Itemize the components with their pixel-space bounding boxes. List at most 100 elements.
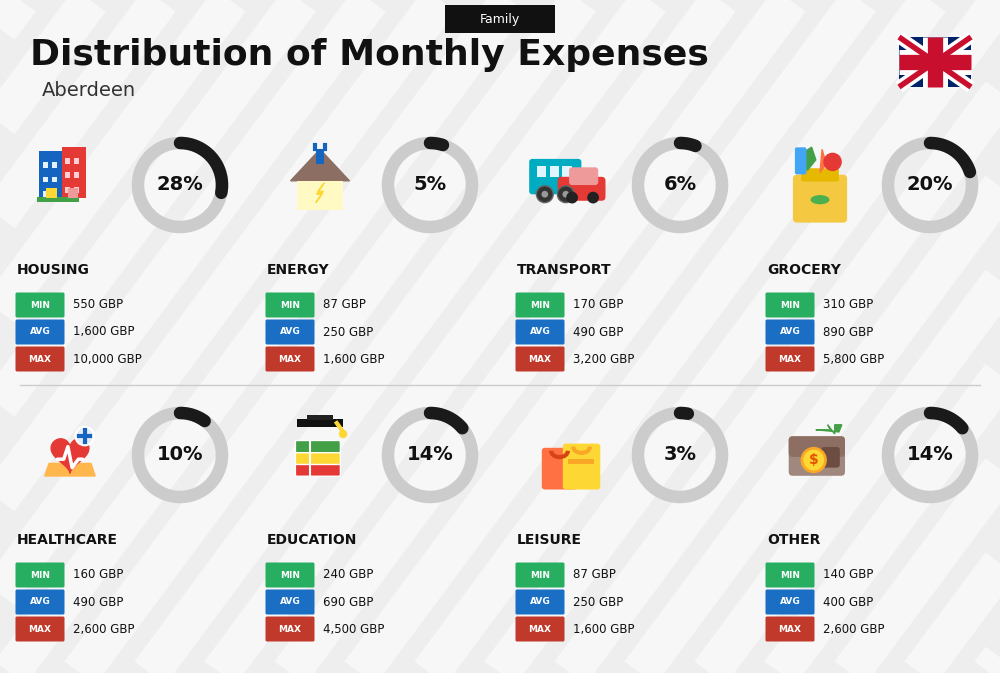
Text: ENERGY: ENERGY bbox=[267, 263, 330, 277]
Circle shape bbox=[562, 191, 569, 198]
Text: AVG: AVG bbox=[530, 328, 550, 336]
Text: Aberdeen: Aberdeen bbox=[42, 81, 136, 100]
Text: 400 GBP: 400 GBP bbox=[823, 596, 873, 608]
FancyBboxPatch shape bbox=[43, 191, 48, 197]
Circle shape bbox=[566, 192, 578, 203]
FancyBboxPatch shape bbox=[16, 590, 64, 614]
FancyBboxPatch shape bbox=[537, 166, 546, 176]
Text: 550 GBP: 550 GBP bbox=[73, 299, 123, 312]
Text: GROCERY: GROCERY bbox=[767, 263, 841, 277]
FancyBboxPatch shape bbox=[62, 147, 86, 198]
Text: OTHER: OTHER bbox=[767, 533, 820, 547]
FancyBboxPatch shape bbox=[516, 293, 564, 318]
Text: 310 GBP: 310 GBP bbox=[823, 299, 873, 312]
Text: MIN: MIN bbox=[530, 301, 550, 310]
FancyBboxPatch shape bbox=[295, 464, 340, 476]
Text: 4,500 GBP: 4,500 GBP bbox=[323, 623, 384, 635]
Text: 5,800 GBP: 5,800 GBP bbox=[823, 353, 884, 365]
FancyBboxPatch shape bbox=[37, 197, 79, 202]
FancyBboxPatch shape bbox=[43, 162, 48, 168]
Circle shape bbox=[536, 186, 553, 203]
Polygon shape bbox=[45, 464, 95, 476]
Polygon shape bbox=[799, 147, 816, 170]
Polygon shape bbox=[820, 149, 826, 172]
FancyBboxPatch shape bbox=[789, 436, 845, 457]
Text: AVG: AVG bbox=[280, 328, 300, 336]
Text: 20%: 20% bbox=[907, 176, 953, 194]
Polygon shape bbox=[816, 425, 842, 434]
Circle shape bbox=[75, 427, 94, 446]
FancyBboxPatch shape bbox=[529, 159, 581, 194]
FancyBboxPatch shape bbox=[307, 415, 333, 420]
Text: 170 GBP: 170 GBP bbox=[573, 299, 623, 312]
Text: HEALTHCARE: HEALTHCARE bbox=[17, 533, 118, 547]
Text: MIN: MIN bbox=[280, 301, 300, 310]
FancyBboxPatch shape bbox=[297, 181, 343, 210]
FancyBboxPatch shape bbox=[793, 175, 847, 223]
FancyBboxPatch shape bbox=[65, 157, 70, 164]
Circle shape bbox=[823, 153, 842, 171]
FancyBboxPatch shape bbox=[266, 590, 314, 614]
FancyBboxPatch shape bbox=[568, 459, 594, 464]
Text: MAX: MAX bbox=[278, 625, 302, 633]
FancyBboxPatch shape bbox=[766, 590, 814, 614]
FancyBboxPatch shape bbox=[795, 147, 806, 174]
Text: MIN: MIN bbox=[780, 571, 800, 579]
FancyBboxPatch shape bbox=[563, 444, 600, 489]
FancyBboxPatch shape bbox=[65, 172, 70, 178]
FancyBboxPatch shape bbox=[297, 419, 343, 427]
Polygon shape bbox=[51, 439, 89, 473]
FancyBboxPatch shape bbox=[43, 176, 48, 182]
FancyBboxPatch shape bbox=[68, 188, 78, 198]
FancyBboxPatch shape bbox=[542, 448, 577, 489]
Text: 10%: 10% bbox=[157, 446, 203, 464]
FancyBboxPatch shape bbox=[74, 172, 79, 178]
Polygon shape bbox=[291, 149, 349, 181]
Text: 14%: 14% bbox=[407, 446, 453, 464]
FancyBboxPatch shape bbox=[65, 187, 70, 193]
Text: 250 GBP: 250 GBP bbox=[573, 596, 623, 608]
FancyBboxPatch shape bbox=[295, 452, 340, 464]
FancyBboxPatch shape bbox=[16, 563, 64, 588]
Text: 140 GBP: 140 GBP bbox=[823, 569, 873, 581]
FancyBboxPatch shape bbox=[295, 441, 340, 453]
Text: AVG: AVG bbox=[530, 598, 550, 606]
Text: TRANSPORT: TRANSPORT bbox=[517, 263, 612, 277]
FancyBboxPatch shape bbox=[766, 563, 814, 588]
Text: 28%: 28% bbox=[157, 176, 203, 194]
FancyBboxPatch shape bbox=[558, 177, 606, 201]
Text: 490 GBP: 490 GBP bbox=[73, 596, 123, 608]
Text: AVG: AVG bbox=[780, 328, 800, 336]
Text: 490 GBP: 490 GBP bbox=[573, 326, 623, 339]
FancyBboxPatch shape bbox=[516, 563, 564, 588]
Circle shape bbox=[587, 192, 599, 203]
FancyBboxPatch shape bbox=[266, 563, 314, 588]
Text: MIN: MIN bbox=[30, 301, 50, 310]
FancyBboxPatch shape bbox=[16, 347, 64, 371]
Ellipse shape bbox=[811, 195, 829, 205]
FancyBboxPatch shape bbox=[766, 347, 814, 371]
FancyBboxPatch shape bbox=[46, 188, 57, 198]
FancyBboxPatch shape bbox=[569, 168, 598, 185]
FancyBboxPatch shape bbox=[445, 5, 555, 33]
Text: MAX: MAX bbox=[528, 355, 552, 363]
Text: MIN: MIN bbox=[280, 571, 300, 579]
FancyBboxPatch shape bbox=[16, 293, 64, 318]
Text: MAX: MAX bbox=[778, 355, 802, 363]
FancyBboxPatch shape bbox=[516, 347, 564, 371]
FancyBboxPatch shape bbox=[266, 293, 314, 318]
FancyBboxPatch shape bbox=[16, 616, 64, 641]
FancyBboxPatch shape bbox=[789, 436, 845, 476]
Text: AVG: AVG bbox=[30, 598, 50, 606]
Text: AVG: AVG bbox=[780, 598, 800, 606]
FancyBboxPatch shape bbox=[52, 162, 57, 168]
Text: MIN: MIN bbox=[780, 301, 800, 310]
Text: 890 GBP: 890 GBP bbox=[823, 326, 873, 339]
Text: Distribution of Monthly Expenses: Distribution of Monthly Expenses bbox=[30, 38, 709, 72]
Polygon shape bbox=[316, 183, 324, 203]
FancyBboxPatch shape bbox=[266, 616, 314, 641]
Text: 160 GBP: 160 GBP bbox=[73, 569, 123, 581]
Text: MAX: MAX bbox=[278, 355, 302, 363]
FancyBboxPatch shape bbox=[52, 176, 57, 182]
Text: HOUSING: HOUSING bbox=[17, 263, 90, 277]
